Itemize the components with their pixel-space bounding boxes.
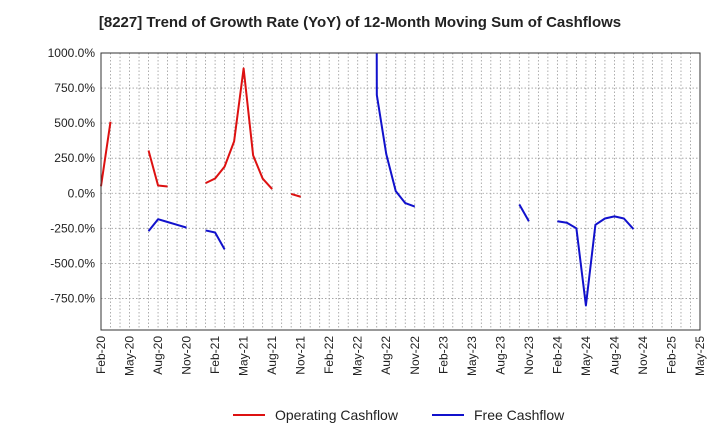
series-line (147, 218, 187, 232)
plot-border (100, 52, 701, 331)
legend-item: Free Cashflow (432, 407, 565, 423)
x-tick-label: May-21 (237, 336, 251, 376)
plot-area (101, 53, 700, 330)
x-tick-label: May-24 (579, 336, 593, 376)
x-tick-label: Nov-21 (294, 336, 308, 375)
y-tick-label: 750.0% (54, 81, 95, 95)
series-line (375, 52, 416, 208)
series-line (290, 192, 301, 198)
x-tick-label: Feb-24 (550, 336, 564, 374)
y-tick-label: -250.0% (50, 221, 95, 235)
x-tick-label: Nov-20 (180, 336, 194, 375)
series-line (100, 121, 112, 187)
series-line (557, 215, 635, 307)
x-tick-label: Feb-25 (664, 336, 678, 374)
x-tick-label: May-20 (123, 336, 137, 376)
x-tick-label: May-25 (693, 336, 707, 376)
x-tick-label: May-22 (351, 336, 365, 376)
y-tick-label: -500.0% (50, 256, 95, 270)
series-line (147, 150, 168, 188)
series-line (205, 67, 273, 190)
x-tick-label: Nov-23 (522, 336, 536, 375)
y-tick-label: -750.0% (50, 291, 95, 305)
series-line (518, 203, 530, 222)
y-tick-label: 500.0% (54, 116, 95, 130)
x-tick-label: Aug-23 (493, 336, 507, 375)
series-free-cashflow (147, 52, 635, 307)
x-tick-label: Aug-21 (265, 336, 279, 375)
x-tick-label: Feb-20 (94, 336, 108, 374)
chart-title: [8227] Trend of Growth Rate (YoY) of 12-… (98, 14, 622, 31)
x-tick-label: Aug-24 (607, 336, 621, 375)
y-tick-label: 250.0% (54, 151, 95, 165)
y-tick-label: 0.0% (68, 186, 96, 200)
x-tick-label: Feb-21 (208, 336, 222, 374)
x-tick-label: Aug-20 (151, 336, 165, 375)
legend-label: Operating Cashflow (275, 407, 399, 423)
x-tick-label: Feb-23 (436, 336, 450, 374)
grid-layer (100, 52, 701, 330)
axis-layer: 1000.0% 750.0% 500.0% 250.0% 0.0% -250.0% -500… (48, 46, 707, 376)
legend: Operating Cashflow Free Cashflow (233, 407, 565, 423)
legend-label: Free Cashflow (474, 407, 565, 423)
y-tick-label: 1000.0% (48, 46, 96, 60)
legend-item: Operating Cashflow (233, 407, 399, 423)
x-tick-label: Feb-22 (322, 336, 336, 374)
x-tick-label: Aug-22 (379, 336, 393, 375)
series-layer (100, 52, 635, 307)
x-tick-label: May-23 (465, 336, 479, 376)
series-line (205, 229, 226, 250)
series-operating-cashflow (100, 67, 301, 198)
x-tick-label: Nov-24 (636, 336, 650, 375)
x-tick-label: Nov-22 (408, 336, 422, 375)
